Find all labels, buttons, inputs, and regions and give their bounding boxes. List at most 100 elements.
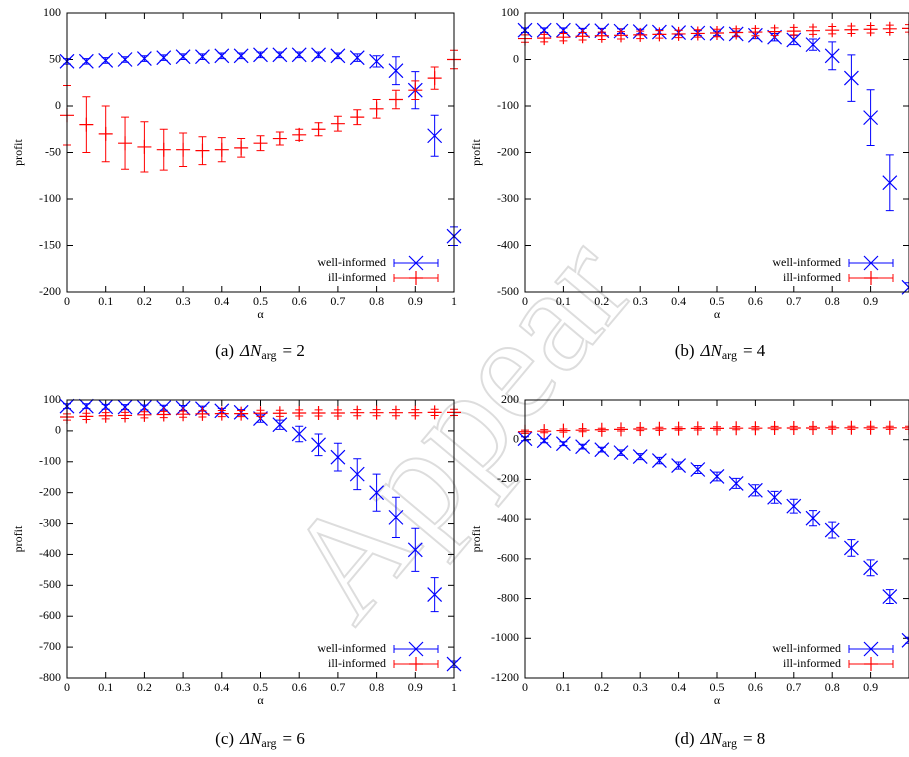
data-point (118, 408, 133, 423)
y-tick-label: -400 (39, 546, 61, 560)
y-axis-label: profit (11, 525, 25, 552)
data-point (408, 83, 423, 98)
plot-area (59, 47, 462, 246)
x-tick-label: 0.7 (786, 294, 801, 308)
data-point (863, 560, 879, 576)
data-point (901, 632, 909, 648)
legend-marker (408, 255, 424, 271)
data-point (291, 47, 307, 63)
data-point (291, 426, 307, 442)
data-point (555, 436, 571, 452)
data-point (350, 405, 365, 420)
data-point (747, 482, 763, 498)
data-point (175, 49, 191, 65)
caption-equals: = 4 (743, 341, 766, 360)
caption-subscript: arg (722, 348, 737, 362)
caption-subscript: arg (722, 736, 737, 750)
data-point (349, 50, 365, 66)
x-tick-label: 0 (64, 294, 70, 308)
data-point (632, 449, 648, 465)
data-point (253, 136, 268, 151)
plot-frame (524, 12, 909, 293)
x-tick-label: 0.4 (214, 680, 229, 694)
data-point (594, 28, 609, 43)
legend-marker (863, 255, 879, 271)
data-point (843, 540, 859, 556)
y-tick-label: -200 (497, 471, 519, 485)
x-tick-label: 0.5 (253, 294, 268, 308)
x-tick-label: 0.3 (633, 294, 648, 308)
data-point (575, 29, 590, 44)
x-tick-label: 0.9 (408, 680, 423, 694)
caption-symbol: ΔN (239, 729, 263, 748)
data-point (863, 420, 878, 435)
data-point (369, 53, 385, 69)
data-point (710, 25, 724, 40)
data-point (253, 47, 268, 63)
y-tick-label: 50 (49, 51, 61, 65)
x-tick-label: 0.2 (137, 294, 152, 308)
data-point (748, 421, 763, 436)
y-tick-label: 0 (55, 423, 61, 437)
data-point (311, 47, 326, 63)
data-point (388, 63, 404, 79)
data-point (311, 405, 326, 420)
plot-area (517, 420, 909, 648)
data-point (748, 25, 763, 40)
x-tick-label: 0.4 (214, 294, 229, 308)
data-point (427, 71, 442, 86)
y-tick-label: 0 (513, 431, 519, 445)
data-point (98, 53, 114, 68)
data-point (253, 406, 268, 421)
data-point (786, 498, 802, 514)
x-tick-label: 1 (451, 680, 457, 694)
data-point (292, 405, 307, 420)
legend-label: well-informed (772, 255, 841, 269)
data-point (575, 439, 591, 455)
caption-label: (b) (675, 341, 695, 360)
data-point (806, 23, 820, 38)
data-point (388, 405, 403, 420)
x-tick-label: 0.7 (330, 294, 345, 308)
data-point (98, 399, 114, 415)
x-axis-label: α (714, 693, 721, 707)
x-tick-label: 0.4 (671, 294, 686, 308)
x-axis-label: α (257, 693, 264, 707)
data-point (843, 70, 859, 86)
data-point (729, 25, 744, 40)
x-tick-label: 0.8 (825, 680, 840, 694)
caption: (d) ΔNarg = 8 (675, 729, 766, 750)
data-point (767, 24, 782, 39)
data-point (594, 422, 609, 437)
legend-marker (864, 657, 878, 671)
data-point (805, 37, 821, 53)
x-tick-label: 0.7 (786, 680, 801, 694)
x-tick-label: 0.6 (292, 294, 307, 308)
data-point (729, 421, 744, 436)
data-point (388, 92, 403, 107)
data-point (690, 26, 705, 41)
data-point (882, 589, 898, 605)
caption-symbol: ΔN (239, 341, 263, 360)
data-point (136, 399, 152, 415)
x-tick-label: 0.2 (137, 680, 152, 694)
data-point (117, 52, 133, 67)
data-point (537, 31, 552, 46)
y-tick-label: -400 (497, 237, 519, 251)
y-tick-label: -300 (39, 515, 61, 529)
caption-equals: = 6 (282, 729, 304, 748)
x-tick-label: 0.8 (369, 294, 384, 308)
data-point (330, 405, 345, 420)
y-tick-label: -1200 (491, 670, 519, 684)
y-axis-label: profit (469, 525, 483, 552)
x-tick-label: 1 (451, 294, 457, 308)
data-point (709, 469, 725, 484)
data-point (805, 510, 821, 526)
data-point (613, 445, 629, 461)
data-point (427, 405, 442, 420)
data-point (863, 110, 879, 126)
x-tick-label: 0.1 (556, 294, 571, 308)
x-tick-label: 0.3 (176, 680, 191, 694)
data-point (427, 128, 443, 144)
x-tick-label: 0 (64, 680, 70, 694)
